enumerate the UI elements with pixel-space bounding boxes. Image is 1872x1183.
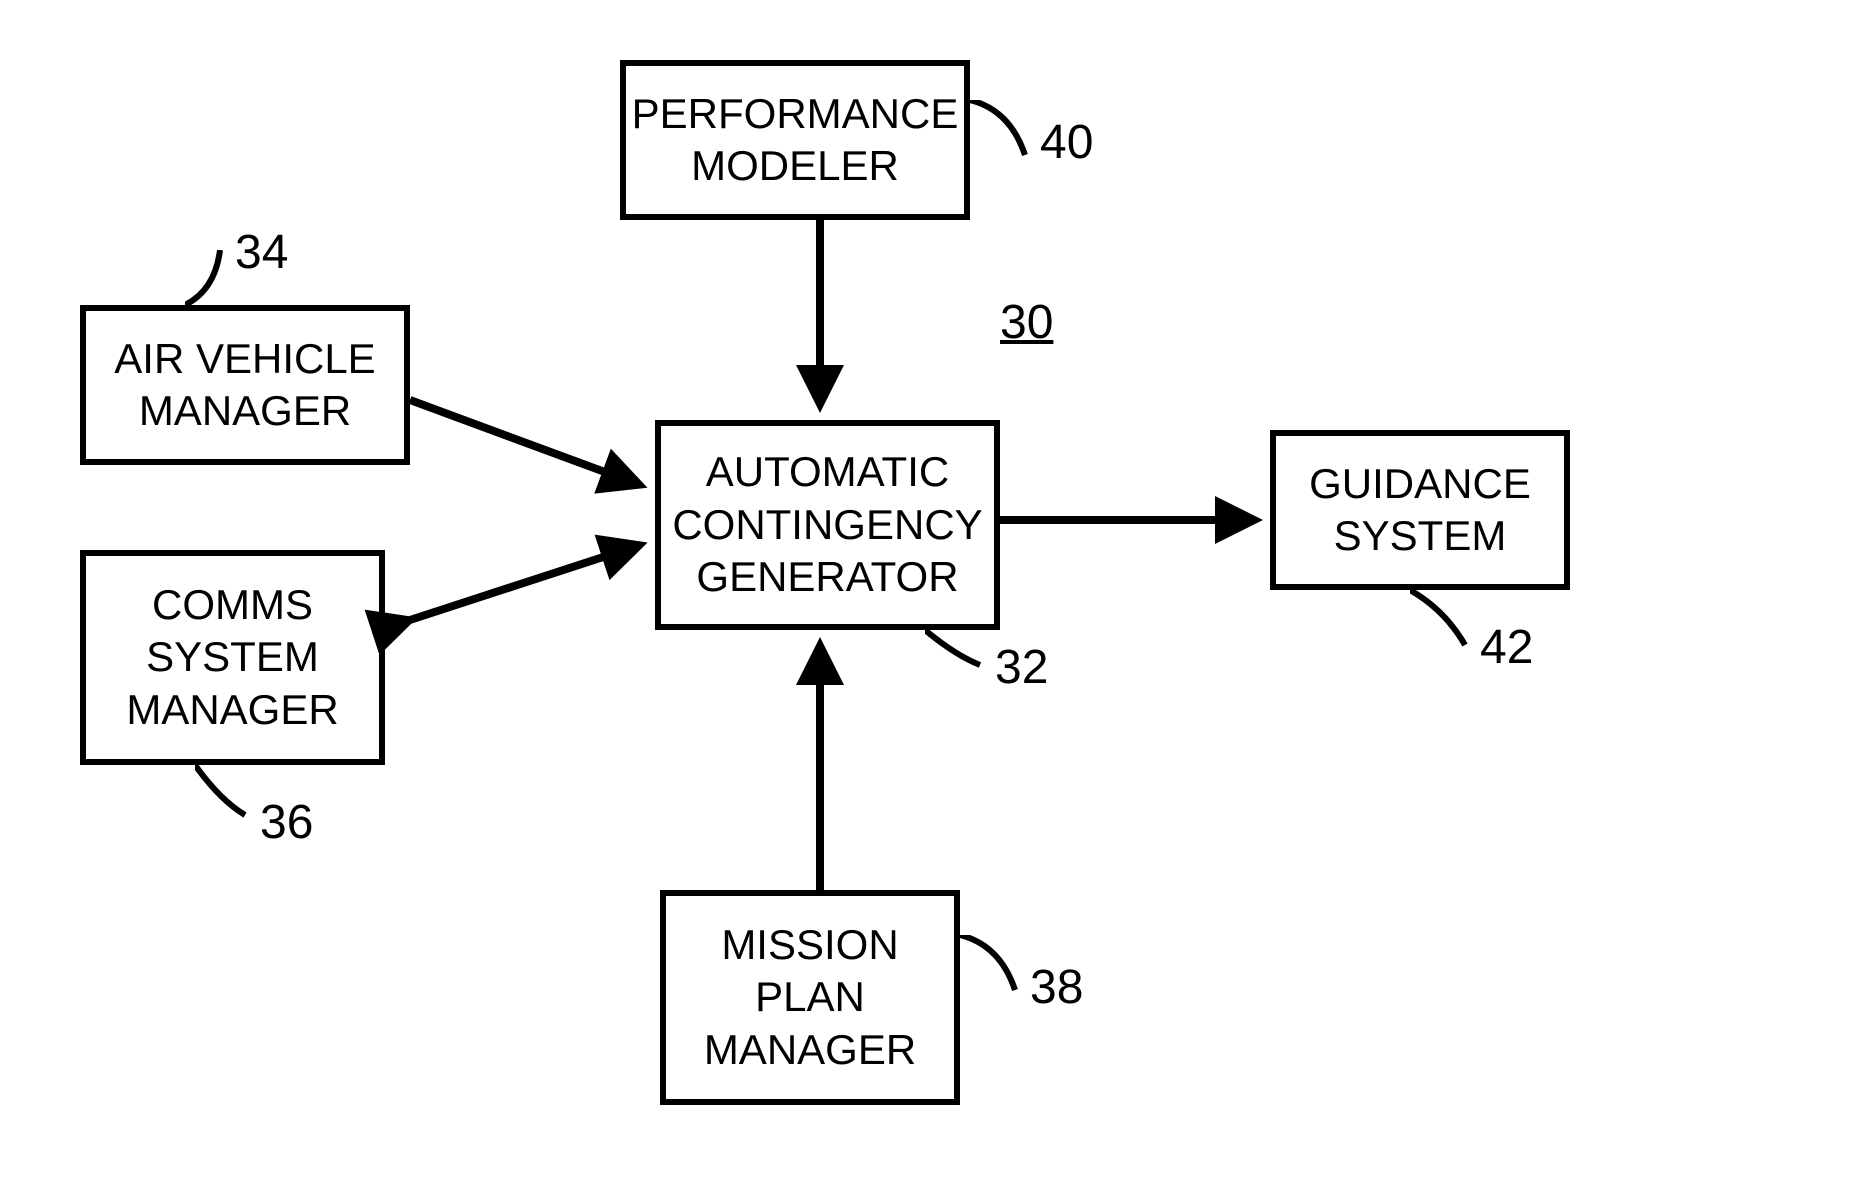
- node-guidance-system: GUIDANCESYSTEM: [1270, 430, 1570, 590]
- ref-air-vehicle-manager: 34: [235, 225, 288, 280]
- node-label: PERFORMANCEMODELER: [632, 88, 959, 193]
- node-label: MISSIONPLANMANAGER: [704, 919, 916, 1077]
- block-diagram: PERFORMANCEMODELER 40 AIR VEHICLEMANAGER…: [0, 0, 1872, 1183]
- node-comms-system-manager: COMMSSYSTEMMANAGER: [80, 550, 385, 765]
- edge-csm-to-acg: [410, 545, 640, 620]
- node-mission-plan-manager: MISSIONPLANMANAGER: [660, 890, 960, 1105]
- node-label: GUIDANCESYSTEM: [1309, 458, 1531, 563]
- node-label: COMMSSYSTEMMANAGER: [126, 579, 338, 737]
- ref-automatic-contingency-generator: 32: [995, 640, 1048, 695]
- ref-mission-plan-manager: 38: [1030, 960, 1083, 1015]
- node-label: AUTOMATICCONTINGENCYGENERATOR: [672, 446, 982, 604]
- ref-guidance-system: 42: [1480, 620, 1533, 675]
- node-performance-modeler: PERFORMANCEMODELER: [620, 60, 970, 220]
- node-label: AIR VEHICLEMANAGER: [114, 333, 375, 438]
- figure-ref: 30: [1000, 295, 1053, 350]
- ref-comms-system-manager: 36: [260, 795, 313, 850]
- node-automatic-contingency-generator: AUTOMATICCONTINGENCYGENERATOR: [655, 420, 1000, 630]
- node-air-vehicle-manager: AIR VEHICLEMANAGER: [80, 305, 410, 465]
- ref-performance-modeler: 40: [1040, 115, 1093, 170]
- edge-avm-to-acg: [410, 400, 640, 485]
